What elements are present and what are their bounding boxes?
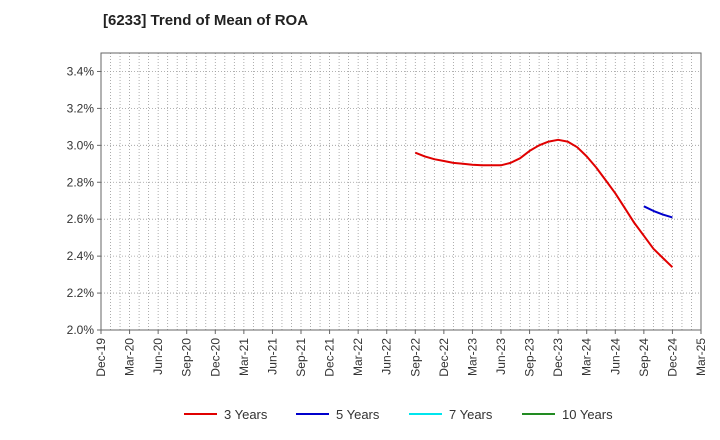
x-tick-label: Sep-22 xyxy=(408,338,422,377)
y-tick-label: 3.2% xyxy=(67,101,95,115)
x-tick-label: Dec-22 xyxy=(437,338,451,377)
series-line-3-years xyxy=(414,138,674,268)
x-tick-label: Mar-22 xyxy=(351,338,365,376)
x-tick-label: Jun-20 xyxy=(151,338,165,375)
y-tick-label: 2.4% xyxy=(67,249,95,263)
y-tick-label: 3.4% xyxy=(67,64,95,78)
y-tick-label: 2.8% xyxy=(67,175,95,189)
x-tick-label: Mar-20 xyxy=(123,338,137,376)
plot-border xyxy=(100,52,702,331)
x-tick-label: Sep-20 xyxy=(180,338,194,377)
x-tick-label: Mar-24 xyxy=(580,338,594,376)
x-tick-label: Dec-23 xyxy=(551,338,565,377)
x-tick-label: Jun-24 xyxy=(608,338,622,375)
x-tick-label: Dec-20 xyxy=(208,338,222,377)
series-line-5-years xyxy=(643,205,673,219)
legend-label: 7 Years xyxy=(449,407,493,422)
x-tick-label: Dec-24 xyxy=(665,338,679,377)
x-tick-label: Dec-21 xyxy=(323,338,337,377)
legend-label: 5 Years xyxy=(336,407,380,422)
x-tick-label: Sep-21 xyxy=(294,338,308,377)
y-tick-label: 2.0% xyxy=(67,323,95,337)
x-tick-label: Mar-21 xyxy=(237,338,251,376)
x-tick-label: Mar-25 xyxy=(694,338,708,376)
chart-title: [6233] Trend of Mean of ROA xyxy=(103,12,309,29)
y-tick-label: 2.2% xyxy=(67,286,95,300)
x-tick-label: Jun-22 xyxy=(380,338,394,375)
y-tick-label: 2.6% xyxy=(67,212,95,226)
plot-area xyxy=(100,52,702,331)
x-tick-label: Jun-23 xyxy=(494,338,508,375)
x-tick-label: Sep-24 xyxy=(637,338,651,377)
legend-label: 10 Years xyxy=(562,407,613,422)
y-tick-label: 3.0% xyxy=(67,138,95,152)
x-tick-label: Jun-21 xyxy=(265,338,279,375)
x-tick-label: Sep-23 xyxy=(523,338,537,377)
legend-label: 3 Years xyxy=(224,407,268,422)
x-tick-label: Mar-23 xyxy=(465,338,479,376)
x-tick-label: Dec-19 xyxy=(94,338,108,377)
